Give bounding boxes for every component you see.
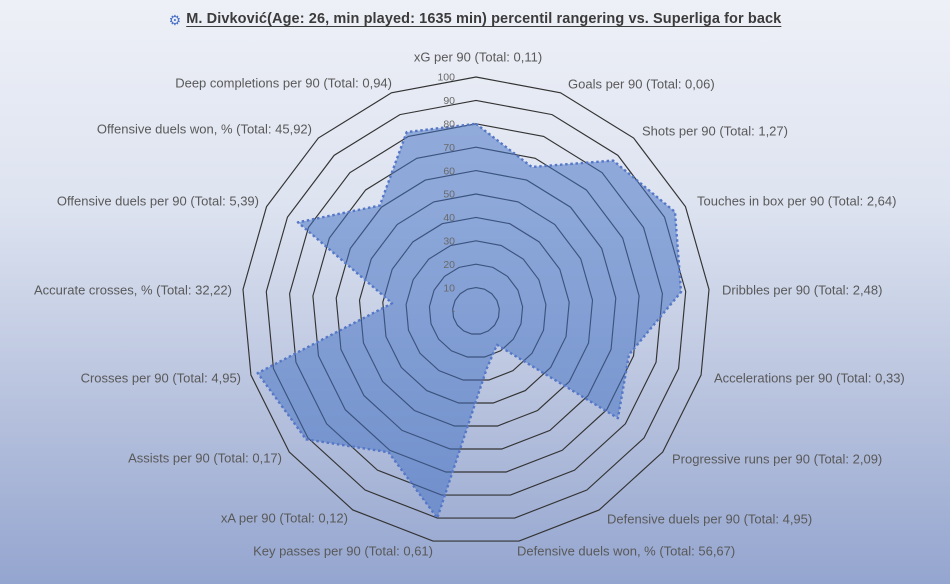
radial-tick-label: 100 bbox=[437, 72, 455, 84]
axis-label: Progressive runs per 90 (Total: 2,09) bbox=[672, 452, 882, 467]
gridline-ring bbox=[242, 76, 710, 542]
radial-tick-label: 80 bbox=[443, 118, 455, 130]
axis-label: Offensive duels won, % (Total: 45,92) bbox=[97, 122, 312, 137]
axis-label: Key passes per 90 (Total: 0,61) bbox=[253, 544, 433, 559]
data-series-polygon bbox=[256, 122, 683, 520]
radial-tick-label: 70 bbox=[443, 142, 455, 154]
axis-label: Dribbles per 90 (Total: 2,48) bbox=[722, 283, 882, 298]
radial-tick-label: 20 bbox=[443, 259, 455, 271]
axis-label: Accurate crosses, % (Total: 32,22) bbox=[34, 283, 232, 298]
axis-label: Touches in box per 90 (Total: 2,64) bbox=[697, 194, 896, 209]
radial-tick-label: - bbox=[452, 306, 456, 318]
radial-tick-label: 90 bbox=[443, 95, 455, 107]
axis-label: Defensive duels won, % (Total: 56,67) bbox=[517, 544, 735, 559]
axis-label: Offensive duels per 90 (Total: 5,39) bbox=[57, 194, 259, 209]
chart-title: M. Divković(Age: 26, min played: 1635 mi… bbox=[186, 11, 782, 27]
radial-tick-label: 30 bbox=[443, 235, 455, 247]
axis-label: Goals per 90 (Total: 0,06) bbox=[568, 77, 715, 92]
radial-tick-label: 50 bbox=[443, 189, 455, 201]
axis-label: Deep completions per 90 (Total: 0,94) bbox=[175, 76, 392, 91]
radial-tick-label: 60 bbox=[443, 165, 455, 177]
axis-label: xG per 90 (Total: 0,11) bbox=[414, 50, 542, 65]
axis-label: Accelerations per 90 (Total: 0,33) bbox=[714, 371, 905, 386]
axis-label: Crosses per 90 (Total: 4,95) bbox=[81, 371, 241, 386]
axis-label: Defensive duels per 90 (Total: 4,95) bbox=[607, 512, 812, 527]
radial-tick-label: 10 bbox=[443, 282, 455, 294]
radial-tick-label: 40 bbox=[443, 212, 455, 224]
gear-icon: ⚙ bbox=[168, 12, 182, 28]
chart-title-row: ⚙ M. Divković(Age: 26, min played: 1635 … bbox=[0, 6, 950, 32]
axis-label: xA per 90 (Total: 0,12) bbox=[221, 511, 348, 526]
axis-label: Assists per 90 (Total: 0,17) bbox=[128, 451, 282, 466]
axis-label: Shots per 90 (Total: 1,27) bbox=[642, 124, 788, 139]
